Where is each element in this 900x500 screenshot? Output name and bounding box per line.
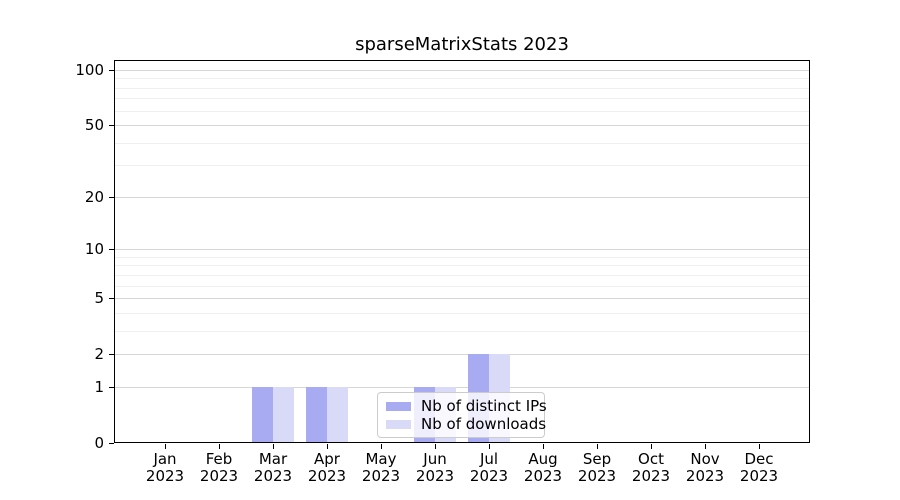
gridline-major <box>115 249 810 250</box>
bar-downloads <box>273 387 294 443</box>
gridline-minor <box>115 331 810 332</box>
gridline-minor <box>115 286 810 287</box>
x-tick-mark <box>273 444 274 449</box>
y-tick-mark <box>109 354 114 355</box>
gridline-minor <box>115 111 810 112</box>
x-tick-label: Jan 2023 <box>145 450 185 485</box>
x-tick-mark <box>651 444 652 449</box>
y-tick-label: 0 <box>94 434 104 452</box>
legend: Nb of distinct IPs Nb of downloads <box>377 392 547 438</box>
x-tick-mark <box>165 444 166 449</box>
y-tick-mark <box>109 125 114 126</box>
x-tick-label: Nov 2023 <box>685 450 725 485</box>
gridline-major <box>115 298 810 299</box>
y-tick-label: 50 <box>84 116 104 134</box>
x-tick-label: May 2023 <box>361 450 401 485</box>
y-tick-mark <box>109 387 114 388</box>
legend-item-distinct-ips: Nb of distinct IPs <box>386 397 547 415</box>
x-tick-mark <box>597 444 598 449</box>
x-tick-label: Sep 2023 <box>577 450 617 485</box>
gridline-minor <box>115 265 810 266</box>
gridline-minor <box>115 275 810 276</box>
gridline-minor <box>115 78 810 79</box>
bar-distinct-ips <box>306 387 327 443</box>
x-tick-mark <box>435 444 436 449</box>
y-tick-label: 5 <box>94 289 104 307</box>
legend-swatch-downloads <box>386 419 411 429</box>
legend-label-downloads: Nb of downloads <box>421 414 547 433</box>
x-tick-mark <box>327 444 328 449</box>
x-tick-mark <box>489 444 490 449</box>
x-tick-label: Oct 2023 <box>631 450 671 485</box>
gridline-minor <box>115 88 810 89</box>
y-tick-label: 100 <box>75 61 104 79</box>
gridline-minor <box>115 143 810 144</box>
gridline-minor <box>115 257 810 258</box>
x-tick-label: Apr 2023 <box>307 450 347 485</box>
legend-swatch-distinct-ips <box>386 401 411 411</box>
x-tick-mark <box>705 444 706 449</box>
x-tick-label: Feb 2023 <box>199 450 239 485</box>
y-tick-mark <box>109 249 114 250</box>
x-tick-label: Jul 2023 <box>469 450 509 485</box>
y-tick-mark <box>109 443 114 444</box>
x-tick-label: Aug 2023 <box>523 450 563 485</box>
legend-item-downloads: Nb of downloads <box>386 415 546 433</box>
gridline-major <box>115 197 810 198</box>
bar-downloads <box>327 387 348 443</box>
x-tick-label: Jun 2023 <box>415 450 455 485</box>
gridline-minor <box>115 313 810 314</box>
y-tick-label: 10 <box>84 240 104 258</box>
gridline-minor <box>115 165 810 166</box>
y-tick-label: 2 <box>94 345 104 363</box>
x-tick-mark <box>381 444 382 449</box>
x-tick-mark <box>759 444 760 449</box>
y-tick-mark <box>109 70 114 71</box>
gridline-major <box>115 70 810 71</box>
y-tick-label: 1 <box>94 378 104 396</box>
y-tick-label: 20 <box>84 188 104 206</box>
gridline-major <box>115 354 810 355</box>
legend-label-distinct-ips: Nb of distinct IPs <box>421 396 547 415</box>
chart-title: sparseMatrixStats 2023 <box>355 34 569 55</box>
gridline-major <box>115 125 810 126</box>
x-tick-mark <box>543 444 544 449</box>
x-tick-label: Dec 2023 <box>739 450 779 485</box>
bar-distinct-ips <box>252 387 273 443</box>
gridline-major <box>115 387 810 388</box>
y-tick-mark <box>109 197 114 198</box>
plot-border <box>114 60 810 443</box>
x-tick-mark <box>219 444 220 449</box>
y-tick-mark <box>109 298 114 299</box>
gridline-minor <box>115 98 810 99</box>
x-tick-label: Mar 2023 <box>253 450 293 485</box>
